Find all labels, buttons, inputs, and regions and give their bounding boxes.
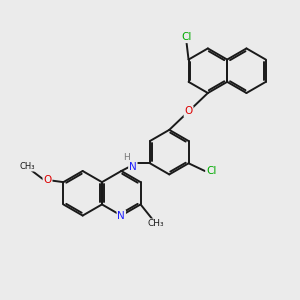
Text: O: O <box>44 175 52 185</box>
Text: Cl: Cl <box>181 32 192 42</box>
Text: O: O <box>184 106 193 116</box>
Text: Cl: Cl <box>206 166 217 176</box>
Text: CH₃: CH₃ <box>148 219 164 228</box>
Text: N: N <box>129 162 137 172</box>
Text: CH₃: CH₃ <box>20 162 35 171</box>
Text: N: N <box>117 211 125 220</box>
Text: H: H <box>124 153 130 162</box>
